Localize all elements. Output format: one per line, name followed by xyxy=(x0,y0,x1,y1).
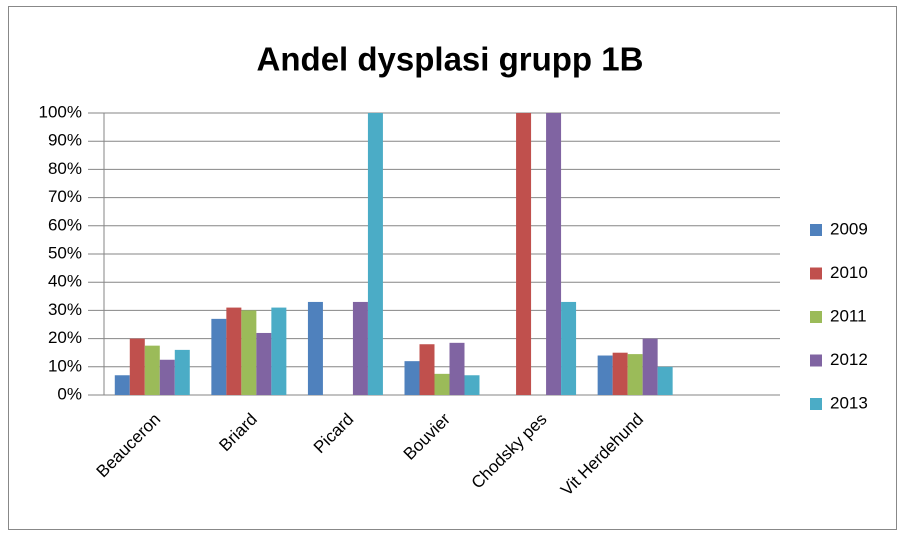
legend-swatch xyxy=(810,224,822,236)
y-tick-label: 70% xyxy=(48,187,82,206)
bar xyxy=(449,342,465,395)
legend-label: 2013 xyxy=(830,393,868,412)
bar xyxy=(271,307,287,395)
bar xyxy=(352,301,368,395)
y-tick-label: 0% xyxy=(57,384,82,403)
legend-swatch xyxy=(810,267,822,280)
bar xyxy=(367,113,383,395)
bar xyxy=(174,349,190,395)
bar xyxy=(561,301,577,395)
bar xyxy=(256,332,272,395)
legend-label: 2011 xyxy=(830,306,867,325)
legend-label: 2009 xyxy=(830,219,868,238)
bar xyxy=(546,113,562,395)
bar xyxy=(159,359,175,395)
y-tick-label: 20% xyxy=(48,328,82,347)
bar xyxy=(307,301,323,395)
bar xyxy=(419,344,435,395)
bar xyxy=(144,345,160,395)
y-tick-label: 80% xyxy=(48,159,82,178)
legend-swatch xyxy=(810,398,822,410)
y-tick-label: 90% xyxy=(48,131,82,150)
legend-swatch xyxy=(810,311,822,323)
bar xyxy=(211,318,227,395)
chart-border xyxy=(8,6,897,530)
bar xyxy=(627,354,643,395)
bar xyxy=(464,375,480,395)
bar xyxy=(129,338,145,395)
chart-title: Andel dysplasi grupp 1B xyxy=(257,41,644,78)
legend-label: 2010 xyxy=(830,263,868,282)
bar xyxy=(657,366,673,395)
bar xyxy=(241,310,257,395)
bar xyxy=(642,338,658,395)
y-tick-label: 100% xyxy=(39,102,82,121)
legend-swatch xyxy=(810,354,822,367)
y-tick-label: 40% xyxy=(48,272,82,291)
bar xyxy=(516,113,532,395)
y-tick-label: 10% xyxy=(48,356,82,375)
y-tick-label: 30% xyxy=(48,300,82,319)
y-tick-label: 50% xyxy=(48,243,82,262)
legend-label: 2012 xyxy=(830,350,868,369)
bar xyxy=(114,375,130,395)
bar xyxy=(404,361,420,395)
y-tick-label: 60% xyxy=(48,215,82,234)
bar xyxy=(434,373,450,395)
bar xyxy=(597,355,613,395)
bar xyxy=(226,307,242,395)
bar xyxy=(612,352,628,395)
